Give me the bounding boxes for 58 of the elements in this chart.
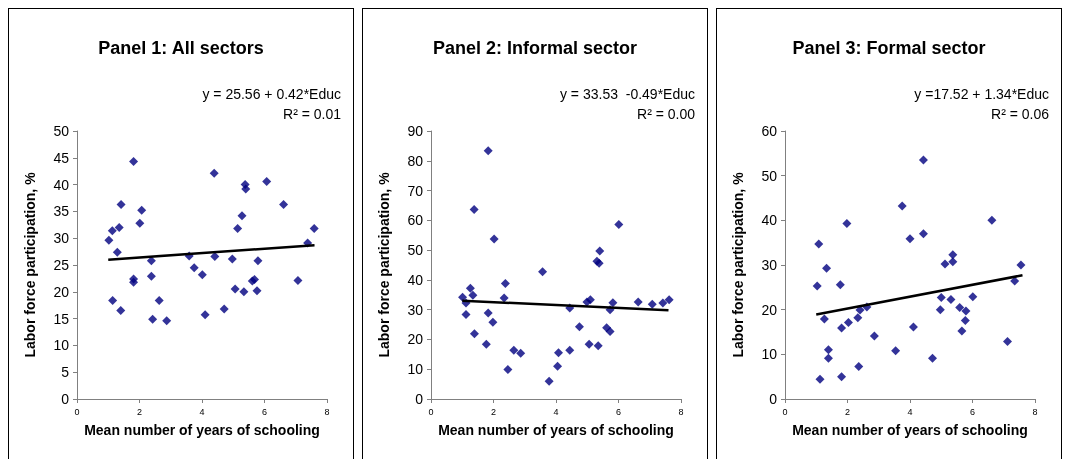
y-tick-label: 30 xyxy=(761,257,778,273)
x-tick-label: 0 xyxy=(782,406,788,417)
y-tick-label: 30 xyxy=(53,230,70,247)
y-tick-label: 0 xyxy=(415,391,424,407)
x-tick-label: 4 xyxy=(907,406,913,417)
x-axis-title: Mean number of years of schooling xyxy=(84,422,320,438)
text: y = 25.56 + 0.42*Educ xyxy=(202,86,342,102)
x-tick-label: 6 xyxy=(969,406,976,417)
x-axis-title: Mean number of years of schooling xyxy=(438,422,674,438)
y-tick-label: 35 xyxy=(53,203,70,220)
x-tick-label: 8 xyxy=(324,406,330,417)
chart-title: Panel 3: Formal sector xyxy=(792,38,986,58)
y-tick-label: 50 xyxy=(53,123,70,139)
x-tick-label: 4 xyxy=(553,406,559,417)
chart-title: Panel 2: Informal sector xyxy=(432,38,638,58)
text: R² = 0.06 xyxy=(991,106,1050,122)
y-axis-title: Labor force participation, % xyxy=(730,171,746,358)
y-tick-label: 40 xyxy=(407,271,424,288)
x-tick-label: 4 xyxy=(199,406,205,417)
text: R² = 0.01 xyxy=(283,106,342,122)
y-tick-label: 10 xyxy=(53,337,70,354)
text: y = 33.53 -0.49*Educ xyxy=(559,86,696,102)
x-tick-label: 6 xyxy=(615,406,622,417)
y-tick-label: 5 xyxy=(61,364,70,381)
y-tick-label: 0 xyxy=(769,391,778,407)
y-tick-label: 40 xyxy=(53,176,70,193)
x-tick-label: 8 xyxy=(1032,406,1038,417)
y-tick-label: 50 xyxy=(407,242,424,259)
y-tick-label: 50 xyxy=(761,167,778,184)
x-tick-label: 2 xyxy=(136,406,143,417)
y-tick-label: 20 xyxy=(761,301,778,318)
y-tick-label: 45 xyxy=(53,149,70,166)
y-tick-label: 30 xyxy=(407,301,424,318)
x-tick-label: 8 xyxy=(678,406,684,417)
x-tick-label: 6 xyxy=(261,406,268,417)
y-tick-label: 90 xyxy=(407,123,424,139)
x-tick-label: 0 xyxy=(74,406,80,417)
y-tick-label: 40 xyxy=(761,212,778,229)
x-tick-label: 2 xyxy=(844,406,851,417)
y-tick-label: 70 xyxy=(407,182,424,199)
y-axis-title: Labor force participation, % xyxy=(376,171,392,358)
y-tick-label: 25 xyxy=(53,257,70,273)
text: R² = 0.00 xyxy=(637,106,696,122)
y-tick-label: 10 xyxy=(407,361,424,378)
y-tick-label: 0 xyxy=(61,391,70,407)
y-tick-label: 20 xyxy=(53,283,70,300)
y-tick-label: 60 xyxy=(761,123,778,139)
y-tick-label: 10 xyxy=(761,346,778,363)
y-tick-label: 20 xyxy=(407,331,424,348)
y-tick-label: 15 xyxy=(53,310,70,327)
y-tick-label: 80 xyxy=(407,152,424,169)
chart-title: Panel 1: All sectors xyxy=(98,38,264,58)
x-tick-label: 2 xyxy=(490,406,497,417)
y-tick-label: 60 xyxy=(407,212,424,229)
y-axis-title: Labor force participation, % xyxy=(22,171,38,358)
x-axis-title: Mean number of years of schooling xyxy=(792,422,1028,438)
x-tick-label: 0 xyxy=(428,406,434,417)
text: y =17.52 + 1.34*Educ xyxy=(914,86,1050,102)
